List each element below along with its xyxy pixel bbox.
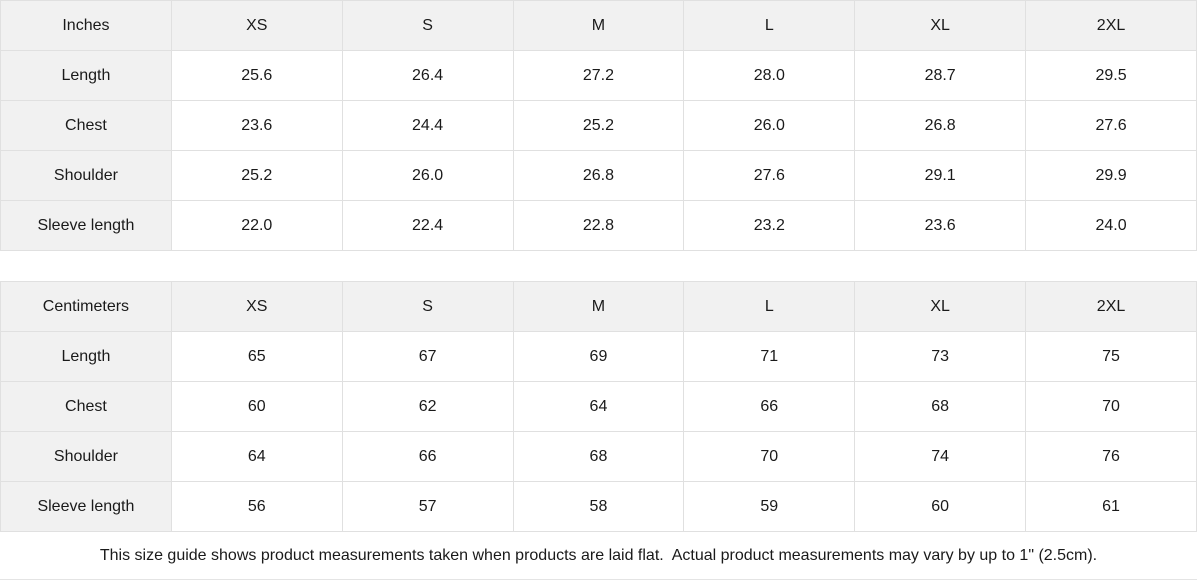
value-cell: 73 — [854, 331, 1027, 382]
value-cell: 26.4 — [341, 50, 514, 101]
row-label-cell: Sleeve length — [0, 481, 172, 532]
value-cell: 69 — [512, 331, 685, 382]
size-header-cell: 2XL — [1025, 0, 1197, 51]
unit-header-cell: Inches — [0, 0, 172, 51]
table-row: Length 65 67 69 71 73 75 — [0, 331, 1197, 382]
size-header-cell: S — [341, 281, 514, 332]
table-row: Shoulder 25.2 26.0 26.8 27.6 29.1 29.9 — [0, 150, 1197, 201]
size-header-cell: 2XL — [1025, 281, 1197, 332]
value-cell: 62 — [341, 381, 514, 432]
value-cell: 65 — [170, 331, 343, 382]
size-header-cell: XL — [854, 0, 1027, 51]
row-label-cell: Shoulder — [0, 150, 172, 201]
row-label-cell: Chest — [0, 100, 172, 151]
value-cell: 61 — [1025, 481, 1197, 532]
size-header-cell: XS — [170, 281, 343, 332]
size-table-inches: Inches XS S M L XL 2XL Length 25.6 26.4 … — [0, 0, 1197, 251]
size-guide-note: This size guide shows product measuremen… — [0, 532, 1197, 580]
value-cell: 68 — [512, 431, 685, 482]
value-cell: 25.2 — [170, 150, 343, 201]
value-cell: 25.6 — [170, 50, 343, 101]
value-cell: 27.6 — [1025, 100, 1197, 151]
value-cell: 25.2 — [512, 100, 685, 151]
value-cell: 22.4 — [341, 200, 514, 251]
table-row: Length 25.6 26.4 27.2 28.0 28.7 29.5 — [0, 50, 1197, 101]
row-label-cell: Shoulder — [0, 431, 172, 482]
value-cell: 29.5 — [1025, 50, 1197, 101]
value-cell: 28.0 — [683, 50, 856, 101]
value-cell: 57 — [341, 481, 514, 532]
size-header-cell: XL — [854, 281, 1027, 332]
size-header-cell: M — [512, 281, 685, 332]
size-header-cell: L — [683, 0, 856, 51]
table-spacer — [0, 251, 1197, 281]
unit-header-cell: Centimeters — [0, 281, 172, 332]
value-cell: 70 — [1025, 381, 1197, 432]
size-header-cell: XS — [170, 0, 343, 51]
value-cell: 27.2 — [512, 50, 685, 101]
value-cell: 58 — [512, 481, 685, 532]
value-cell: 22.0 — [170, 200, 343, 251]
value-cell: 22.8 — [512, 200, 685, 251]
value-cell: 64 — [170, 431, 343, 482]
value-cell: 29.1 — [854, 150, 1027, 201]
table-row: Sleeve length 56 57 58 59 60 61 — [0, 481, 1197, 532]
row-label-cell: Length — [0, 331, 172, 382]
table-row: Chest 60 62 64 66 68 70 — [0, 381, 1197, 432]
value-cell: 26.0 — [341, 150, 514, 201]
value-cell: 71 — [683, 331, 856, 382]
value-cell: 26.8 — [854, 100, 1027, 151]
table-header-row: Centimeters XS S M L XL 2XL — [0, 281, 1197, 332]
value-cell: 67 — [341, 331, 514, 382]
value-cell: 76 — [1025, 431, 1197, 482]
row-label-cell: Length — [0, 50, 172, 101]
row-label-cell: Chest — [0, 381, 172, 432]
value-cell: 24.0 — [1025, 200, 1197, 251]
table-row: Sleeve length 22.0 22.4 22.8 23.2 23.6 2… — [0, 200, 1197, 251]
size-header-cell: S — [341, 0, 514, 51]
table-header-row: Inches XS S M L XL 2XL — [0, 0, 1197, 51]
size-header-cell: M — [512, 0, 685, 51]
table-row: Shoulder 64 66 68 70 74 76 — [0, 431, 1197, 482]
value-cell: 23.6 — [854, 200, 1027, 251]
table-row: Chest 23.6 24.4 25.2 26.0 26.8 27.6 — [0, 100, 1197, 151]
value-cell: 23.2 — [683, 200, 856, 251]
value-cell: 60 — [170, 381, 343, 432]
value-cell: 56 — [170, 481, 343, 532]
value-cell: 66 — [683, 381, 856, 432]
value-cell: 75 — [1025, 331, 1197, 382]
value-cell: 23.6 — [170, 100, 343, 151]
value-cell: 29.9 — [1025, 150, 1197, 201]
value-cell: 68 — [854, 381, 1027, 432]
value-cell: 26.0 — [683, 100, 856, 151]
value-cell: 27.6 — [683, 150, 856, 201]
value-cell: 59 — [683, 481, 856, 532]
value-cell: 74 — [854, 431, 1027, 482]
value-cell: 66 — [341, 431, 514, 482]
value-cell: 28.7 — [854, 50, 1027, 101]
value-cell: 24.4 — [341, 100, 514, 151]
value-cell: 70 — [683, 431, 856, 482]
value-cell: 60 — [854, 481, 1027, 532]
size-header-cell: L — [683, 281, 856, 332]
value-cell: 64 — [512, 381, 685, 432]
size-table-centimeters: Centimeters XS S M L XL 2XL Length 65 67… — [0, 281, 1197, 532]
row-label-cell: Sleeve length — [0, 200, 172, 251]
value-cell: 26.8 — [512, 150, 685, 201]
